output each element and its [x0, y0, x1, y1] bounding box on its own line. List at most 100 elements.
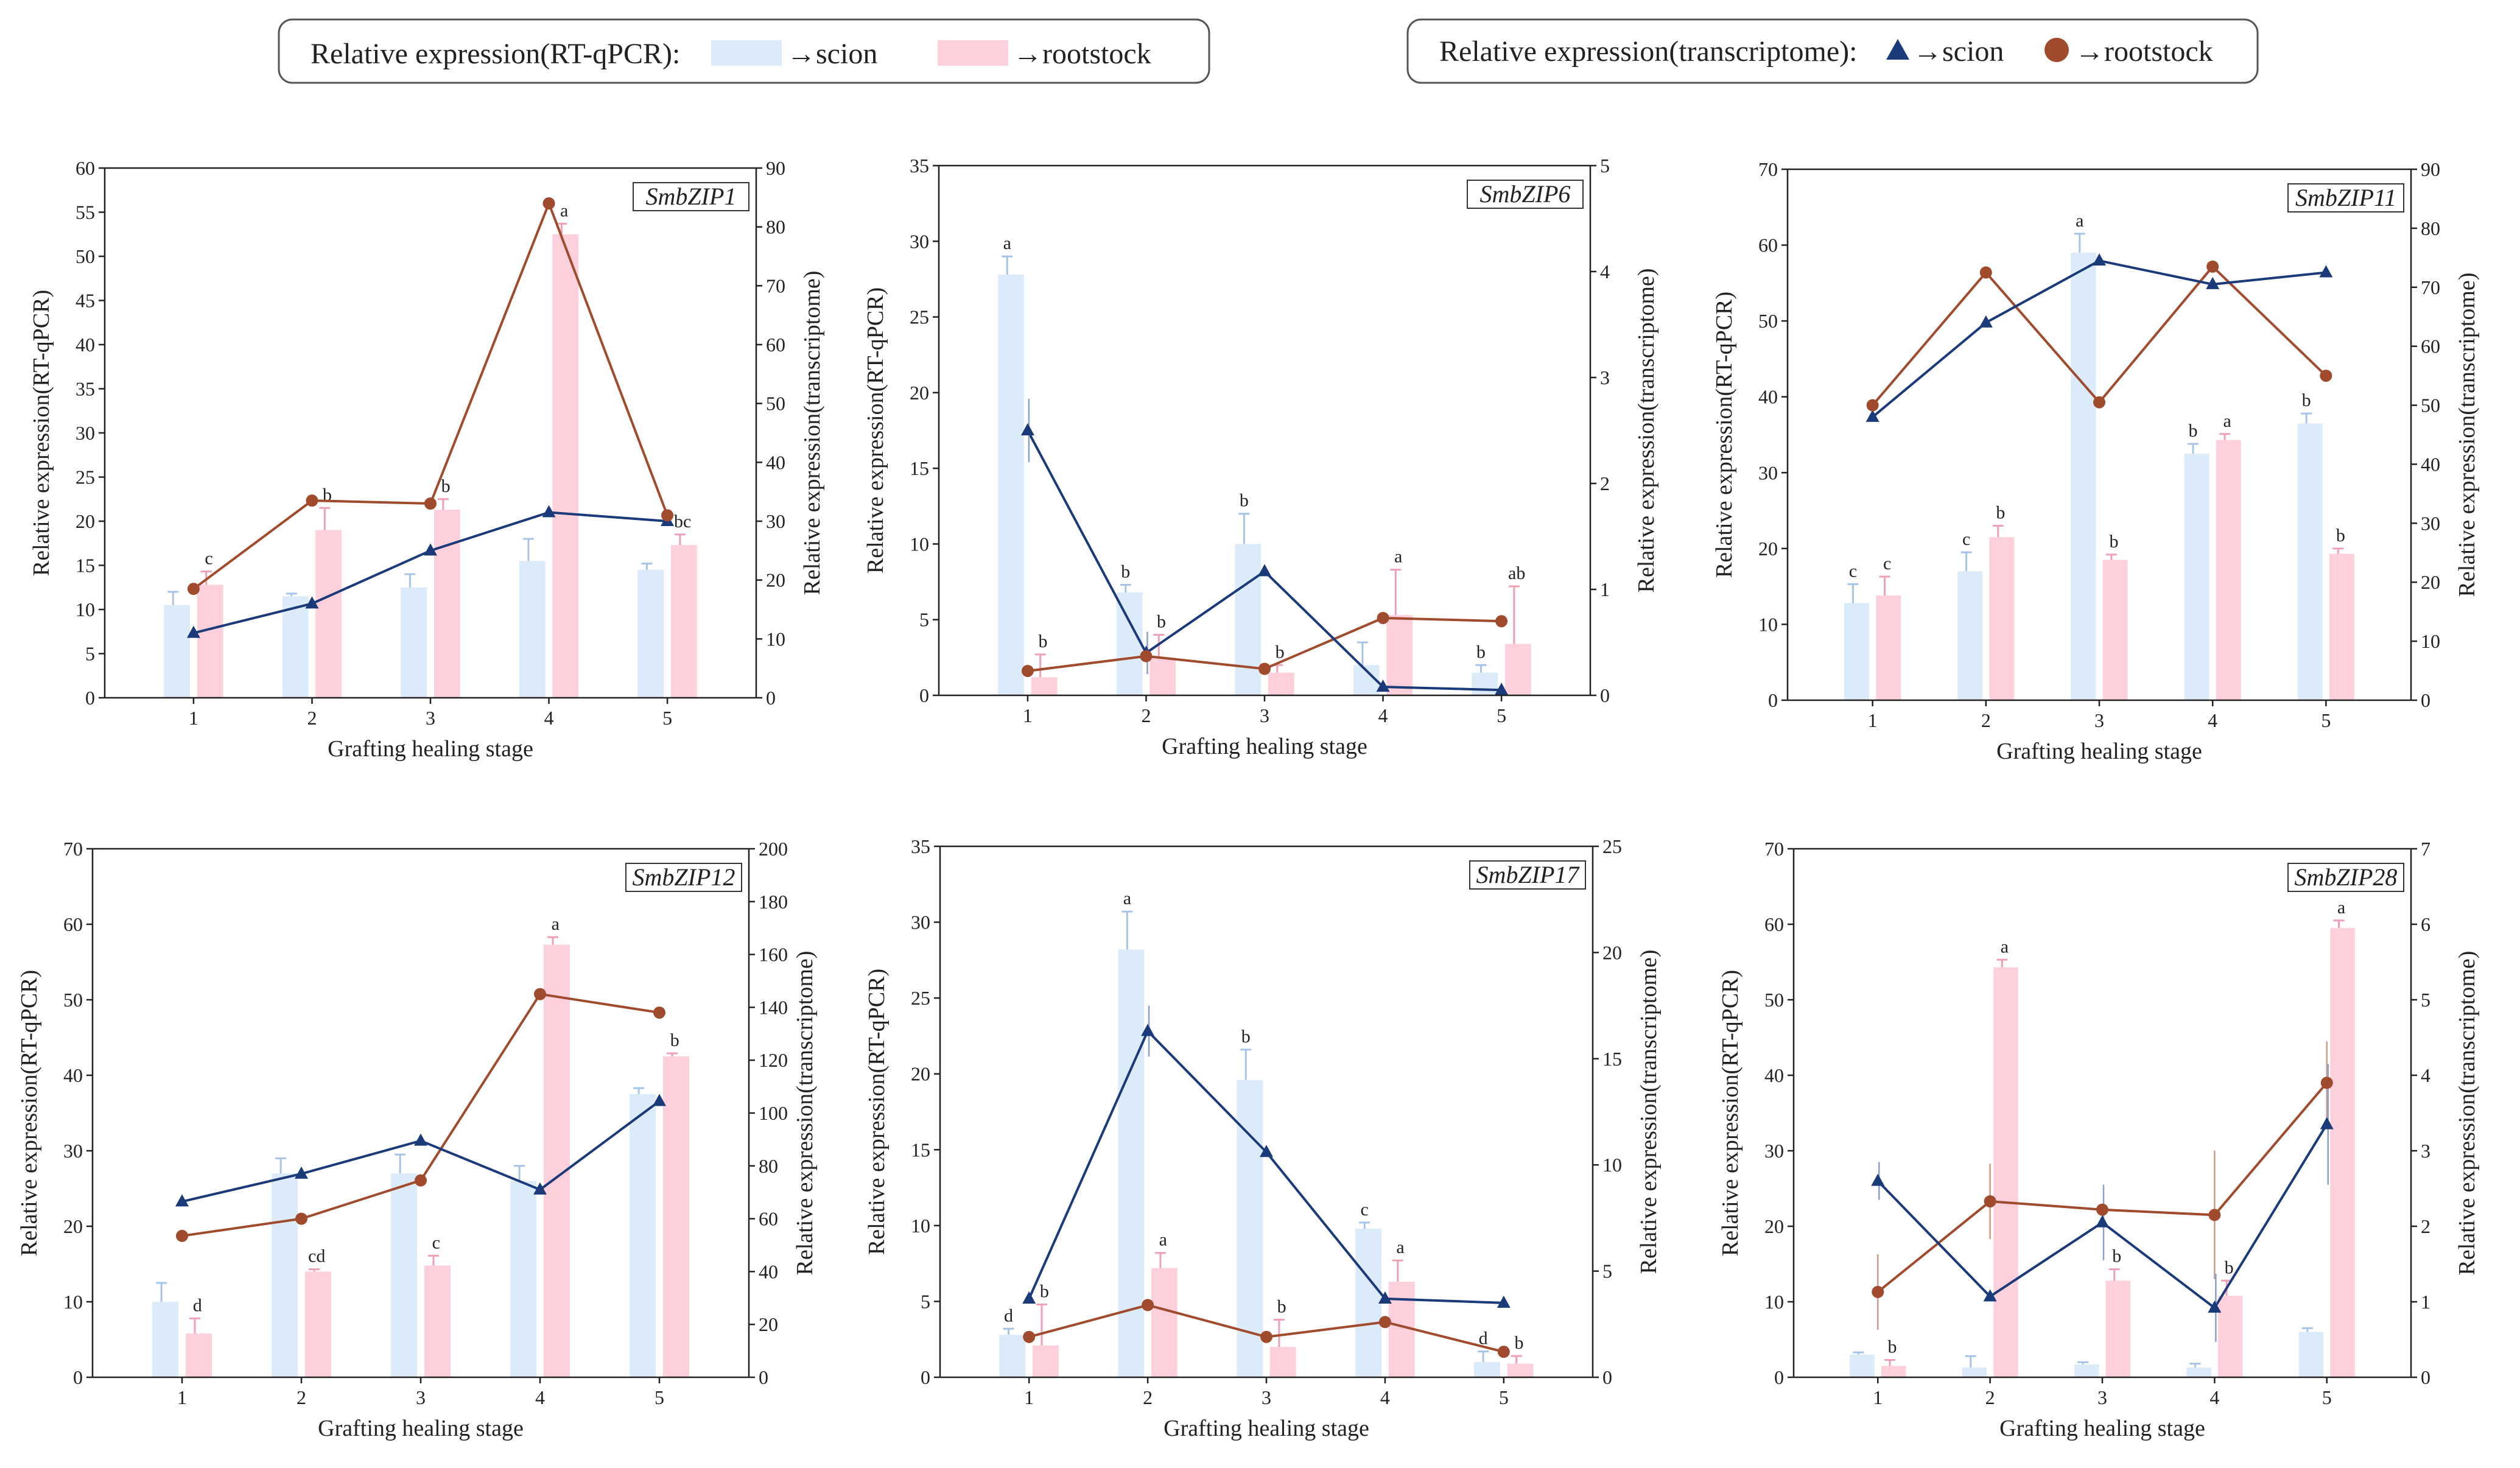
- point-rootstock: [2093, 396, 2105, 409]
- y-tick-label-left: 5: [919, 609, 929, 631]
- series-line-scion: [193, 511, 668, 634]
- sig-label-scion: d: [1479, 1329, 1488, 1349]
- y-tick-label-left: 0: [921, 1366, 930, 1388]
- x-tick-label: 1: [1023, 704, 1033, 726]
- y-tick-label-left: 40: [75, 334, 95, 356]
- y-tick-label-left: 5: [85, 643, 95, 665]
- x-tick-label: 5: [662, 707, 672, 729]
- bar-rootstock: [1151, 1268, 1178, 1377]
- point-rootstock: [2206, 260, 2219, 273]
- y-tick-label-right: 20: [759, 1313, 778, 1335]
- bar-scion: [1235, 544, 1262, 695]
- point-scion: [1141, 1024, 1155, 1036]
- y-tick-label-right: 10: [766, 628, 785, 650]
- gene-label: SmbZIP1: [646, 183, 737, 210]
- x-tick-label: 4: [535, 1386, 545, 1408]
- point-rootstock: [424, 497, 437, 510]
- legend-rt-frame: [278, 18, 1210, 84]
- y-tick-label-right: 1: [2421, 1291, 2431, 1313]
- y-tick-label-right: 80: [759, 1155, 778, 1177]
- y-axis-title-right: Relative expression(transcriptome): [2454, 951, 2480, 1276]
- x-tick-label: 3: [1262, 1386, 1271, 1408]
- sig-label-rootstock: c: [432, 1232, 440, 1252]
- y-tick-label-right: 2: [2421, 1215, 2431, 1237]
- bar-rootstock: [2217, 1296, 2243, 1377]
- y-tick-label-right: 0: [2421, 1366, 2431, 1388]
- sig-label-scion: b: [1240, 491, 1249, 511]
- sig-label-scion: a: [1123, 888, 1131, 908]
- gene-label-box: [633, 182, 749, 211]
- y-tick-label-left: 20: [910, 382, 929, 404]
- sig-label-scion: b: [1476, 642, 1486, 662]
- series-line-scion: [1028, 1028, 1504, 1304]
- point-rootstock: [1495, 615, 1508, 628]
- legend-rt-title: Relative expression(RT-qPCR):: [311, 38, 680, 70]
- sig-label-rootstock: ab: [1508, 563, 1525, 583]
- y-axis-title-left: Relative expression(RT-qPCR): [863, 287, 888, 574]
- y-tick-label-left: 25: [75, 466, 95, 488]
- bar-scion: [1850, 1354, 1875, 1377]
- x-axis-title: Grafting healing stage: [1996, 739, 2202, 764]
- y-axis-title-right: Relative expression(transcriptome): [2454, 273, 2480, 597]
- point-rootstock: [1258, 662, 1271, 675]
- series-line-rootstock: [1028, 1304, 1504, 1354]
- x-tick-label: 2: [1143, 1386, 1153, 1408]
- bar-scion: [1957, 571, 1983, 700]
- sig-label-scion: b: [2302, 390, 2311, 410]
- y-axis-title-left: Relative expression(RT-qPCR): [1711, 292, 1737, 578]
- series-line-rootstock: [1872, 264, 2327, 406]
- y-tick-label-right: 100: [759, 1102, 788, 1124]
- y-tick-label-right: 3: [1600, 367, 1610, 388]
- y-tick-label-right: 90: [2421, 158, 2440, 180]
- y-tick-label-right: 25: [1602, 835, 1622, 857]
- gene-label: SmbZIP28: [2295, 863, 2398, 891]
- x-tick-label: 2: [1141, 704, 1151, 726]
- y-tick-label-left: 0: [1768, 689, 1778, 711]
- y-axis-title-left: Relative expression(RT-qPCR): [29, 290, 54, 576]
- y-tick-label-left: 35: [75, 378, 95, 400]
- sig-label-rootstock: a: [2337, 897, 2345, 918]
- y-tick-label-left: 60: [63, 913, 83, 935]
- sig-label-scion: a: [1003, 233, 1011, 253]
- y-tick-label-left: 35: [911, 835, 930, 857]
- y-tick-label-right: 0: [1600, 684, 1610, 706]
- point-scion: [1020, 423, 1034, 435]
- y-tick-label-right: 50: [766, 393, 785, 415]
- point-rootstock: [2320, 370, 2332, 382]
- y-tick-label-right: 7: [2421, 838, 2431, 860]
- bar-scion: [272, 1173, 298, 1377]
- y-tick-label-left: 10: [1758, 613, 1778, 635]
- y-tick-label-left: 10: [75, 599, 95, 620]
- y-tick-label-left: 30: [911, 911, 930, 933]
- y-tick-label-right: 20: [2421, 571, 2440, 593]
- gene-label-box: [1469, 860, 1586, 890]
- y-tick-label-right: 60: [2421, 335, 2440, 357]
- bar-scion: [2071, 253, 2096, 700]
- x-tick-label: 2: [1985, 1386, 1995, 1408]
- point-scion: [295, 1166, 308, 1179]
- x-tick-label: 4: [1380, 1386, 1390, 1408]
- point-rootstock: [542, 197, 555, 209]
- point-rootstock: [1497, 1346, 1510, 1358]
- y-tick-label-left: 15: [75, 555, 95, 577]
- sig-label-rootstock: a: [1394, 547, 1402, 567]
- legend-transcriptome: Relative expression(transcriptome): →sci…: [1406, 18, 2259, 84]
- y-tick-label-right: 80: [2421, 217, 2440, 239]
- gene-label-box: [2287, 863, 2404, 892]
- y-tick-label-left: 20: [911, 1063, 930, 1085]
- point-scion: [1871, 1173, 1885, 1186]
- y-tick-label-right: 5: [1600, 155, 1610, 177]
- y-tick-label-right: 1: [1600, 578, 1610, 600]
- bar-rootstock: [315, 530, 342, 698]
- y-tick-label-right: 160: [759, 944, 788, 966]
- chart-panel-smbzip28: b a b b a 0 10 20 30 40 50 60 70 0 1 2 3 4 5 6 7 1 2 3 4 5 Graftin…: [1718, 838, 2480, 1441]
- point-rootstock: [176, 1229, 188, 1242]
- y-tick-label-right: 80: [766, 216, 785, 238]
- y-tick-label-right: 40: [2421, 453, 2440, 475]
- point-rootstock: [1023, 1330, 1036, 1343]
- bar-scion: [519, 561, 546, 698]
- point-rootstock: [1979, 266, 1992, 279]
- sig-label-rootstock: c: [1883, 553, 1891, 574]
- sig-label-rootstock: b: [441, 476, 451, 496]
- y-tick-label-left: 20: [1764, 1215, 1784, 1237]
